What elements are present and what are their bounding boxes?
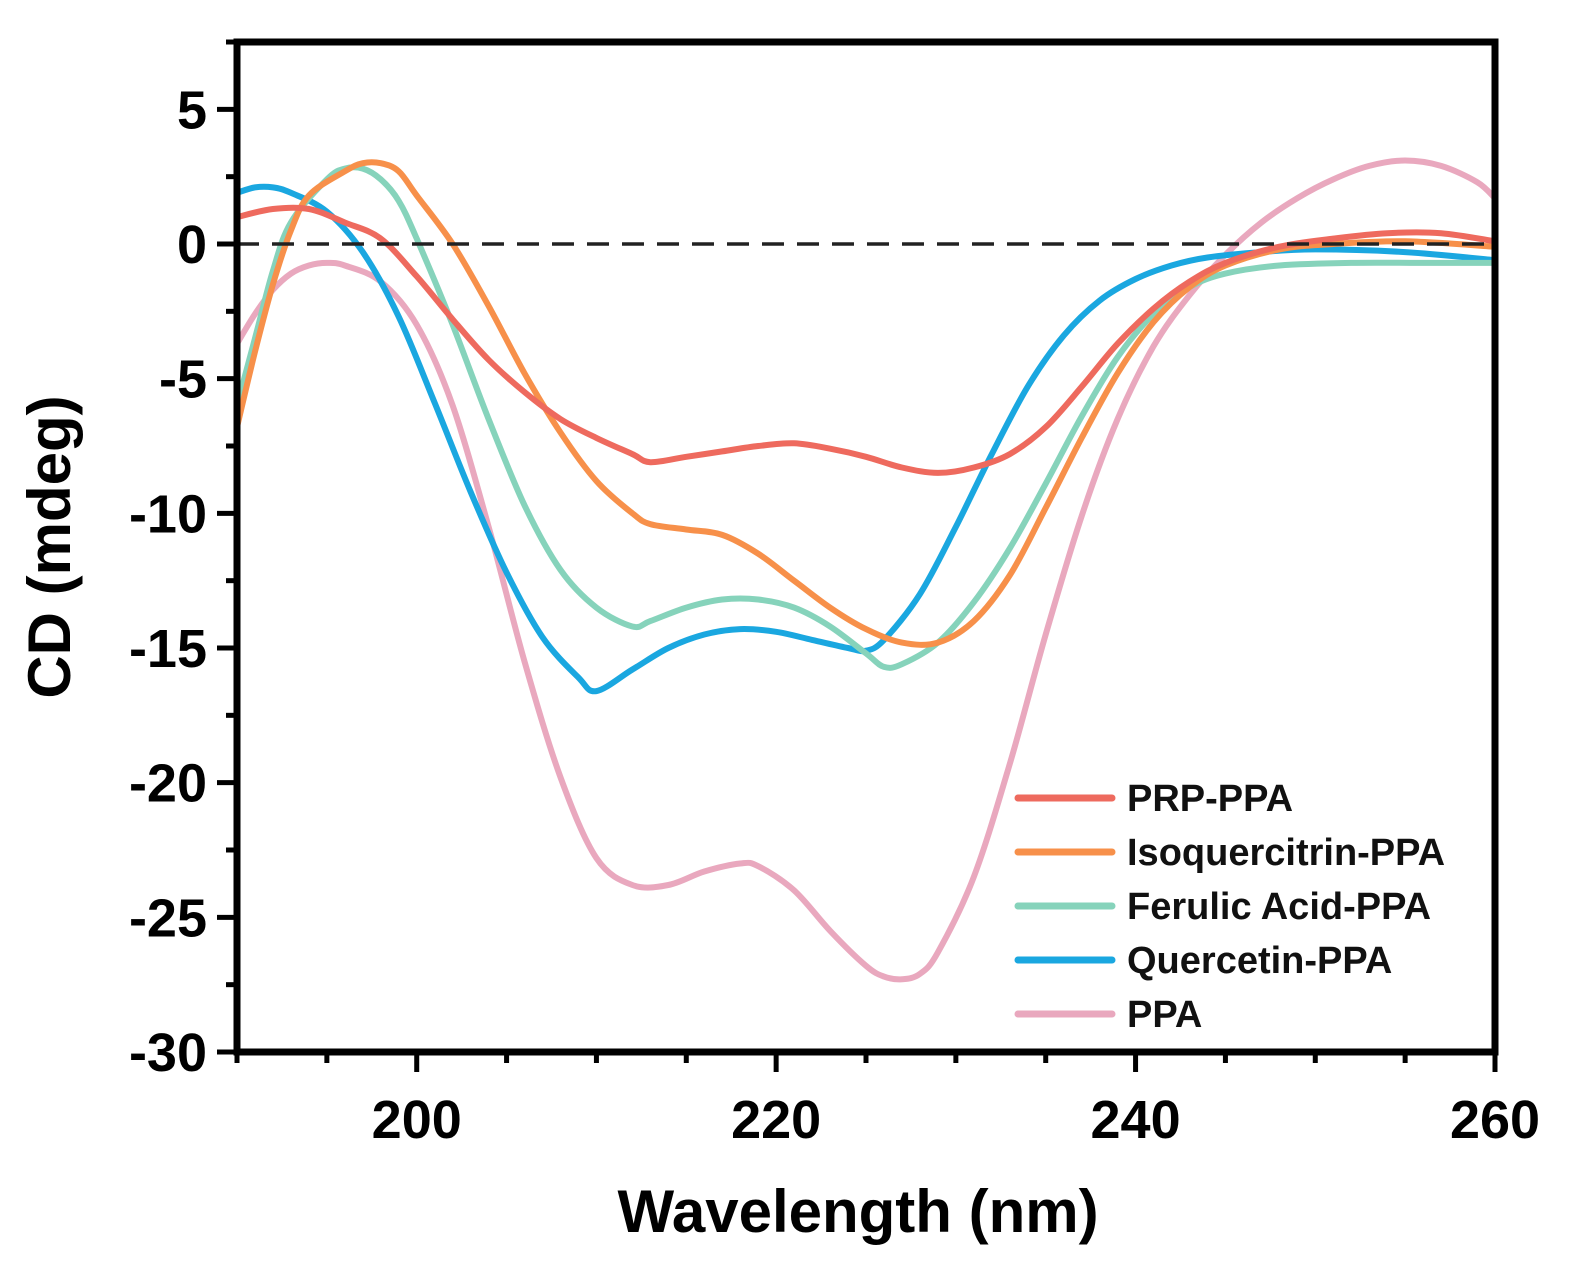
x-axis-label: Wavelength (nm)	[617, 1178, 1098, 1245]
y-axis-label: CD (mdeg)	[16, 395, 83, 698]
legend-label-quercetin-ppa: Quercetin-PPA	[1127, 940, 1392, 982]
y-tick-label: -5	[159, 350, 207, 410]
series-line-ferulic-acid-ppa	[234, 164, 1498, 671]
legend: PRP-PPA Isoquercitrin-PPA Ferulic Acid-PPA…	[1014, 778, 1445, 1036]
y-tick-label: -25	[129, 888, 207, 948]
x-tick-label: 260	[1450, 1090, 1540, 1150]
x-tick-label: 240	[1091, 1090, 1181, 1150]
legend-label-ppa: PPA	[1127, 994, 1202, 1036]
series-line-isoquercitrin-ppa	[234, 159, 1498, 648]
series-line-ppa	[234, 157, 1498, 983]
series-line-quercetin-ppa	[234, 183, 1498, 695]
series-curves	[234, 157, 1498, 983]
y-tick-label: 0	[177, 215, 207, 275]
series-line-prp-ppa	[234, 204, 1498, 476]
y-tick-label: -15	[129, 619, 207, 679]
x-tick-label: 200	[372, 1090, 462, 1150]
y-tick-label: -20	[129, 754, 207, 814]
y-axis-ticks: 5 0 -5 -10 -15 -20 -25 -30	[129, 39, 237, 1083]
y-tick-label: 5	[177, 80, 207, 140]
legend-label-isoquercitrin-ppa: Isoquercitrin-PPA	[1127, 832, 1445, 874]
legend-label-prp-ppa: PRP-PPA	[1127, 778, 1293, 820]
x-tick-label: 220	[731, 1090, 821, 1150]
legend-label-ferulic-acid-ppa: Ferulic Acid-PPA	[1127, 886, 1431, 928]
y-tick-label: -10	[129, 484, 207, 544]
y-tick-label: -30	[129, 1023, 207, 1083]
x-axis-ticks: 200 220 240 260	[234, 1052, 1540, 1150]
